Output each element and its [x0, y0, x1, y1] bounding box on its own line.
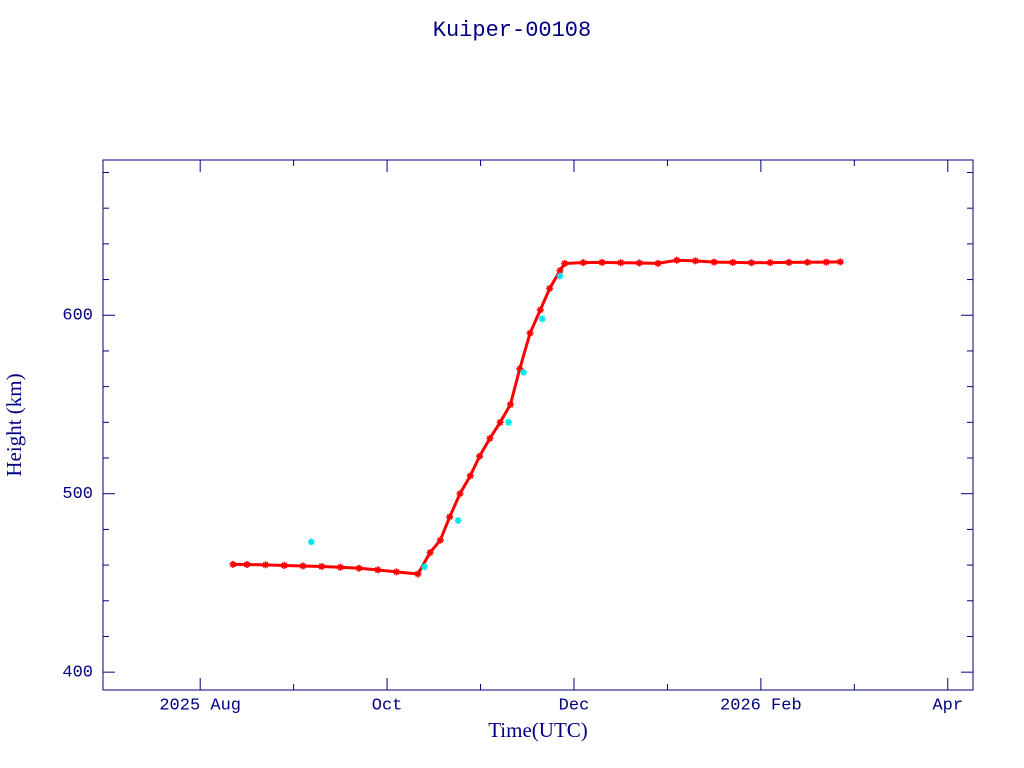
point — [486, 434, 494, 442]
point — [476, 452, 484, 460]
point — [243, 561, 251, 569]
point — [505, 418, 513, 426]
x-axis-label: Time(UTC) — [488, 718, 588, 742]
point — [318, 563, 326, 571]
x-tick-label: 2025 Aug — [159, 696, 241, 715]
chart-title: Kuiper-00108 — [433, 18, 591, 43]
point — [785, 258, 793, 266]
point — [496, 418, 504, 426]
point — [392, 568, 400, 576]
point — [466, 472, 474, 480]
point — [691, 257, 699, 265]
plot-frame — [102, 159, 974, 691]
point — [538, 315, 546, 323]
x-tick-label: 2026 Feb — [720, 696, 802, 715]
point — [598, 258, 606, 266]
point — [516, 365, 524, 373]
point — [635, 259, 643, 267]
point — [336, 563, 344, 571]
point — [262, 561, 270, 569]
point — [617, 259, 625, 267]
point — [299, 562, 307, 570]
y-tick-label: 500 — [62, 485, 93, 504]
point — [436, 536, 444, 544]
point — [374, 566, 382, 574]
y-axis-label: Height (km) — [2, 373, 26, 476]
x-tick-label: Apr — [932, 696, 963, 715]
x-tick-label: Oct — [372, 696, 403, 715]
point — [561, 260, 569, 268]
point — [804, 258, 812, 266]
point — [426, 549, 434, 557]
point — [526, 329, 534, 337]
point — [446, 513, 454, 521]
x-tick-label: Dec — [559, 696, 590, 715]
point — [822, 258, 830, 266]
point — [307, 538, 315, 546]
point — [673, 256, 681, 264]
y-tick-label: 600 — [62, 307, 93, 326]
point — [280, 561, 288, 569]
point — [420, 563, 428, 571]
point — [748, 259, 756, 267]
point — [520, 368, 528, 376]
point — [546, 284, 554, 292]
point — [454, 516, 462, 524]
point — [729, 258, 737, 266]
y-tick-label: 400 — [62, 664, 93, 683]
point — [355, 564, 363, 572]
point — [579, 259, 587, 267]
point — [710, 258, 718, 266]
point — [229, 560, 237, 568]
point — [766, 259, 774, 267]
point — [836, 258, 844, 266]
point — [414, 570, 422, 578]
point — [556, 267, 564, 275]
point — [456, 490, 464, 498]
point — [506, 400, 514, 408]
series-line — [232, 258, 841, 576]
point — [536, 306, 544, 314]
point — [556, 272, 564, 280]
point — [654, 259, 662, 267]
